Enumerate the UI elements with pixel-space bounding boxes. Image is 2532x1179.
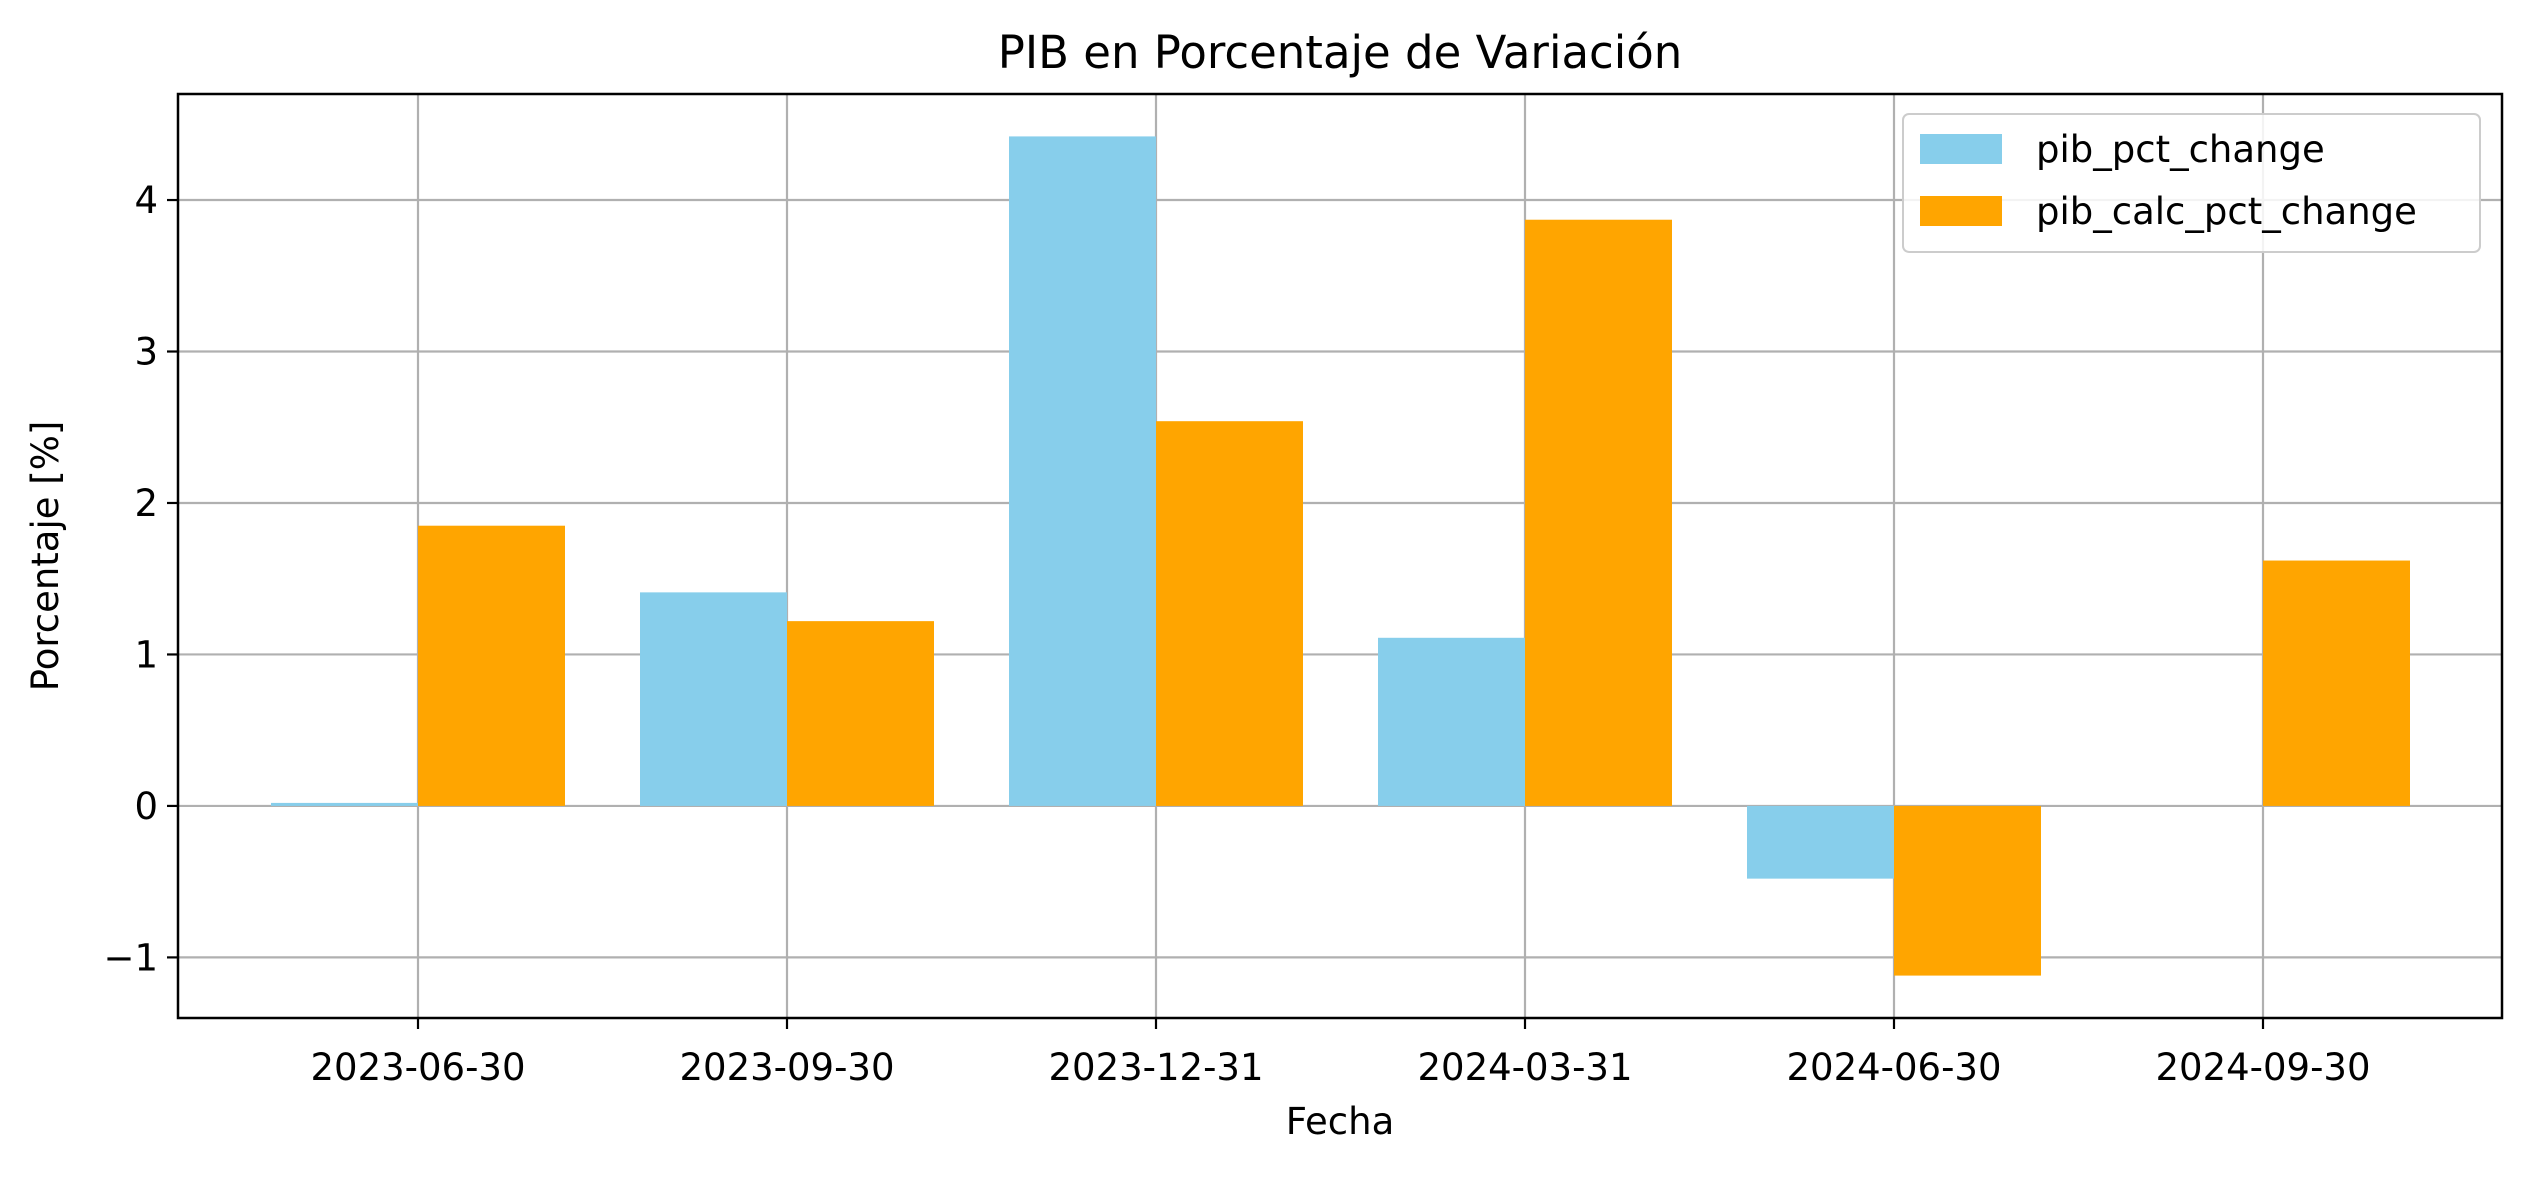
bar-pib-calc-pct-change-2024-06-30 [1894,805,2041,976]
bar-pib-calc-pct-change-2023-09-30 [787,621,934,806]
chart-title: PIB en Porcentaje de Variación [998,26,1683,79]
x-axis-label: Fecha [1286,1100,1395,1143]
y-tick-label: 4 [134,179,158,222]
legend-swatch-pib-calc-pct-change [1920,196,2002,226]
bar-pib-pct-change-2023-06-30 [271,802,418,806]
bar-pib-calc-pct-change-2024-09-30 [2263,560,2410,806]
y-axis-label: Porcentaje [%] [24,421,67,692]
x-tick-label: 2023-09-30 [679,1046,894,1089]
bar-pib-calc-pct-change-2023-06-30 [418,525,565,806]
legend-swatch-pib-pct-change [1920,134,2002,164]
plot-frame [176,92,2504,1020]
bar-pib-calc-pct-change-2023-12-31 [1156,421,1303,806]
y-tick-label: 3 [134,331,158,374]
x-tick-label: 2024-09-30 [2155,1046,2370,1089]
bars [271,136,2410,976]
legend: pib_pct_change pib_calc_pct_change [1902,113,2481,253]
bar-pib-pct-change-2023-09-30 [640,592,787,806]
x-tick-label: 2023-06-30 [310,1046,525,1089]
legend-label-pib-pct-change: pib_pct_change [2036,128,2325,171]
x-tick-label: 2024-06-30 [1786,1046,2001,1089]
bar-pib-calc-pct-change-2024-03-31 [1525,219,1672,806]
legend-box [1902,113,2481,253]
bar-pib-pct-change-2024-06-30 [1747,805,1894,879]
axis-ticks: −1 0 1 2 3 4 2023-06-30 2023-09-30 2023-12-31 202… [103,179,2370,1089]
bar-pib-pct-change-2024-03-31 [1378,637,1525,806]
y-tick-label: −1 [103,936,158,979]
x-tick-label: 2023-12-31 [1048,1046,1263,1089]
legend-label-pib-calc-pct-change: pib_calc_pct_change [2036,190,2417,233]
y-tick-label: 1 [134,633,158,676]
x-tick-label: 2024-03-31 [1417,1046,1632,1089]
y-tick-label: 2 [134,482,158,525]
y-tick-label: 0 [134,785,158,828]
bar-pib-pct-change-2023-12-31 [1009,136,1156,806]
